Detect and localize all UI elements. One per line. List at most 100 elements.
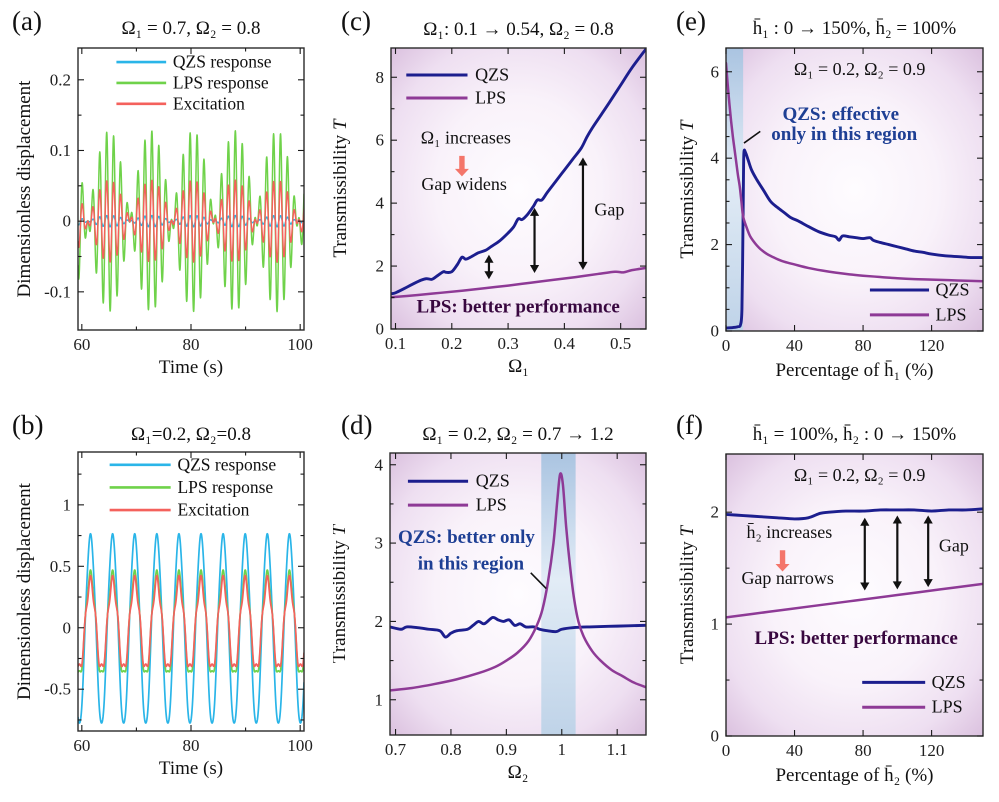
- annotation-text: only in this region: [771, 124, 917, 145]
- gap-arrowhead-down-icon: [892, 581, 902, 590]
- legend-label: QZS: [935, 279, 969, 299]
- x-tick-label: 0.8: [440, 740, 461, 759]
- y-tick-label: 0.2: [50, 70, 71, 89]
- qzs-curve: [391, 48, 646, 296]
- panel-e-label: (e): [676, 6, 706, 36]
- x-tick-label: 1: [558, 740, 567, 759]
- y-tick-label: 6: [711, 62, 720, 81]
- qzs-response-curve: [78, 532, 304, 724]
- gap-arrowhead-down-icon: [484, 271, 494, 280]
- increase-arrow-icon: [454, 155, 469, 177]
- y-tick-label: 0: [63, 212, 72, 231]
- legend: QZS LPS: [407, 471, 510, 515]
- x-tick-label: 60: [73, 335, 90, 354]
- x-tick-label: 80: [855, 336, 872, 355]
- y-tick-label: 3: [375, 534, 384, 553]
- panel-c-label: (c): [341, 6, 371, 36]
- x-tick-label: 80: [183, 335, 200, 354]
- legend-label: Excitation: [177, 500, 249, 520]
- lps-curve: [390, 472, 646, 692]
- panel-title: Ω₁: 0.1 → 0.54, Ω₂ = 0.8: [423, 19, 613, 40]
- gap-arrowhead-up-icon: [892, 515, 902, 524]
- annotation-text: LPS: better performance: [417, 297, 620, 318]
- annotation-text: LPS: better performance: [755, 628, 958, 649]
- pointer-line: [743, 130, 761, 144]
- legend: QZS LPS: [862, 672, 966, 717]
- x-axis-label: Ω₂: [508, 762, 529, 783]
- panel-f-chart: Ω₁ = 0.2, Ω₂ = 0.9 h̄₂ increases Gap narro…: [677, 424, 984, 786]
- gap-arrowhead-up-icon: [860, 517, 870, 526]
- x-tick-label: 1.1: [607, 740, 628, 759]
- annotation-text: in this region: [418, 554, 525, 575]
- x-tick-label: 0.7: [385, 740, 407, 759]
- panel-title: h̄₁ = 100%, h̄₂ : 0 → 150%: [753, 424, 957, 445]
- panel-title: Ω₁ = 0.2, Ω₂ = 0.7 → 1.2: [422, 424, 613, 445]
- x-tick-label: 40: [786, 336, 803, 355]
- legend: QZS LPS: [869, 279, 969, 324]
- x-tick-label: 100: [287, 335, 313, 354]
- curves-group: [78, 532, 304, 724]
- x-axis-label: Time (s): [159, 758, 223, 779]
- plot-background: [390, 453, 646, 735]
- y-axis-label: Dimensionless displacement: [14, 80, 35, 298]
- panel-c-chart: Ω₁ increases Gap widens Gap LPS: better per…: [333, 19, 647, 377]
- curves-group: [78, 130, 304, 313]
- annotation-text: QZS: better only: [398, 527, 535, 548]
- curves-group: [726, 507, 983, 619]
- y-tick-label: 2: [711, 503, 720, 522]
- x-tick-label: 80: [855, 741, 872, 760]
- y-tick-label: 1: [711, 615, 720, 634]
- y-tick-label: 0.1: [50, 141, 71, 160]
- plot-background: [391, 48, 646, 329]
- panel-b-label: (b): [12, 410, 44, 440]
- qzs-curve: [726, 148, 983, 330]
- legend-label: LPS response: [173, 72, 269, 92]
- y-tick-label: 4: [375, 455, 384, 474]
- gap-arrowhead-down-icon: [923, 579, 933, 588]
- curves-group: [391, 48, 646, 299]
- curves-group: [390, 472, 646, 692]
- y-tick-label: 0: [376, 320, 385, 339]
- x-tick-label: 0.1: [385, 334, 406, 353]
- y-axis-label: Transmissibility T: [333, 523, 350, 663]
- y-tick-label: 2: [711, 235, 720, 254]
- x-tick-label: 0.2: [441, 334, 462, 353]
- y-tick-label: 6: [376, 131, 385, 150]
- curves-group: [726, 61, 983, 330]
- legend-label: LPS: [935, 304, 966, 324]
- panel-title: Ω₁ = 0.7, Ω₂ = 0.8: [122, 18, 261, 39]
- x-tick-label: 0: [722, 336, 731, 355]
- legend-label: LPS: [475, 88, 506, 108]
- y-tick-label: -0.1: [44, 282, 71, 301]
- annotation-text: h̄₂ increases: [747, 522, 833, 542]
- y-tick-label: 2: [375, 612, 384, 631]
- x-tick-label: 0: [722, 741, 731, 760]
- gap-arrowhead-down-icon: [860, 582, 870, 591]
- increase-arrow-icon: [775, 550, 790, 572]
- gap-arrowhead-up-icon: [923, 515, 933, 524]
- gap-arrowhead-up-icon: [529, 207, 540, 216]
- x-axis-label: Percentage of h̄₁ (%): [775, 360, 933, 381]
- x-tick-label: 0.5: [610, 334, 631, 353]
- plot-background: [726, 48, 983, 331]
- y-tick-label: 1: [375, 690, 384, 709]
- y-tick-label: 2: [376, 257, 385, 276]
- annotation-text: Ω₁ increases: [421, 127, 511, 147]
- y-tick-label: -0.5: [44, 680, 71, 699]
- pointer-line: [530, 572, 547, 590]
- legend-label: QZS response: [173, 52, 272, 72]
- annotation-text: Ω₁ = 0.2, Ω₂ = 0.9: [794, 465, 926, 485]
- qzs-curve: [726, 507, 983, 521]
- y-tick-label: 8: [376, 68, 385, 87]
- x-tick-label: 60: [73, 736, 90, 755]
- x-tick-label: 80: [183, 736, 200, 755]
- legend: QZS LPS: [406, 64, 509, 108]
- y-tick-label: 4: [376, 194, 385, 213]
- x-tick-label: 100: [287, 736, 313, 755]
- annotation-text: Gap narrows: [741, 568, 833, 588]
- panel-d-label: (d): [341, 410, 373, 440]
- x-axis-label: Time (s): [159, 357, 223, 378]
- qzs-curve: [390, 615, 646, 639]
